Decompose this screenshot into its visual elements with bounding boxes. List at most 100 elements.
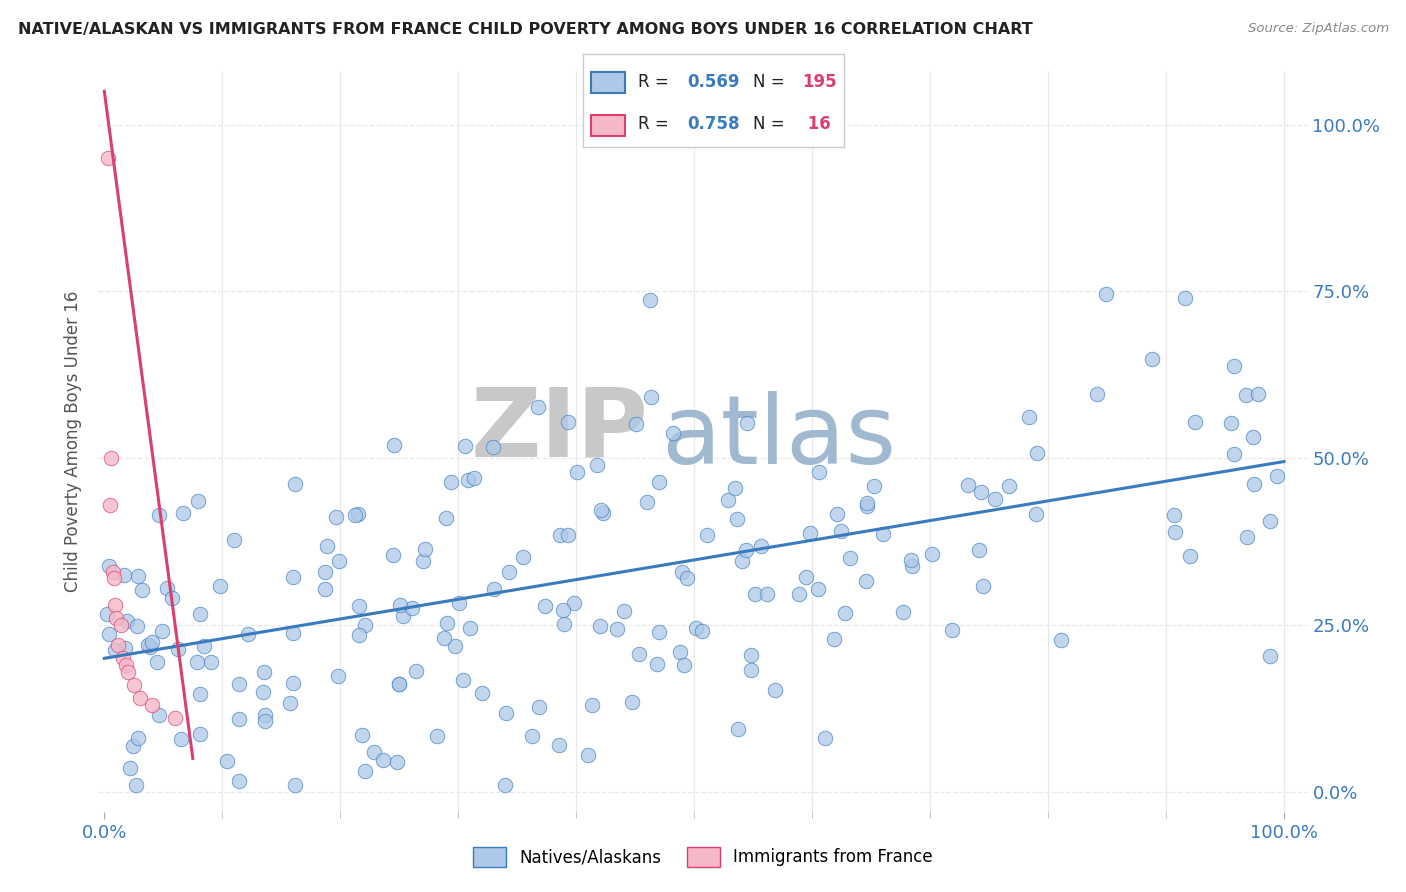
Point xyxy=(557,528,579,542)
Point xyxy=(463,471,485,485)
Point xyxy=(103,571,125,585)
Point xyxy=(724,481,747,495)
Point xyxy=(344,508,367,523)
Point xyxy=(253,714,276,729)
Point xyxy=(998,479,1021,493)
Point xyxy=(512,549,534,564)
Point xyxy=(315,539,337,553)
Point xyxy=(388,677,411,691)
Point xyxy=(690,624,713,638)
Point xyxy=(439,475,461,489)
Point xyxy=(165,711,187,725)
Point xyxy=(458,621,481,635)
Point xyxy=(325,510,347,524)
Point xyxy=(444,639,467,653)
Point xyxy=(347,599,370,613)
Point xyxy=(141,635,163,649)
Point xyxy=(789,587,811,601)
Point xyxy=(855,496,877,510)
Point xyxy=(527,401,550,415)
Point xyxy=(872,527,894,541)
Point xyxy=(671,565,693,579)
Point xyxy=(1222,447,1244,461)
Point xyxy=(1164,525,1187,540)
Point xyxy=(1095,287,1118,301)
Point xyxy=(520,729,543,743)
Point xyxy=(591,503,613,517)
Point xyxy=(433,631,456,645)
Point xyxy=(387,755,409,769)
Point xyxy=(1184,415,1206,429)
Point xyxy=(156,582,179,596)
Point xyxy=(941,623,963,637)
Point xyxy=(740,648,762,663)
Point xyxy=(104,598,127,612)
Point xyxy=(228,712,250,726)
Point xyxy=(104,642,127,657)
Text: ZIP: ZIP xyxy=(471,384,648,477)
Point xyxy=(548,738,571,752)
Point xyxy=(436,615,458,630)
Point xyxy=(172,506,194,520)
Point xyxy=(901,558,924,573)
Point xyxy=(676,571,699,585)
Point xyxy=(136,638,159,652)
Point xyxy=(200,655,222,669)
Point xyxy=(284,778,307,792)
Point xyxy=(454,439,477,453)
FancyBboxPatch shape xyxy=(592,115,626,136)
Point xyxy=(970,484,993,499)
Point xyxy=(120,762,142,776)
Point xyxy=(188,727,211,741)
Point xyxy=(112,567,135,582)
Point xyxy=(956,478,979,492)
Point xyxy=(1220,417,1243,431)
Point xyxy=(1049,632,1071,647)
Point xyxy=(127,731,149,746)
Point xyxy=(434,511,457,525)
Point xyxy=(98,498,121,512)
Point xyxy=(314,582,336,597)
Point xyxy=(124,778,146,792)
Text: R =: R = xyxy=(638,72,673,91)
Point xyxy=(217,754,239,768)
Point xyxy=(382,437,405,451)
Point xyxy=(972,579,994,593)
Point xyxy=(725,511,748,525)
Text: 0.758: 0.758 xyxy=(688,115,740,133)
Text: N =: N = xyxy=(752,115,789,133)
Text: NATIVE/ALASKAN VS IMMIGRANTS FROM FRANCE CHILD POVERTY AMONG BOYS UNDER 16 CORRE: NATIVE/ALASKAN VS IMMIGRANTS FROM FRANCE… xyxy=(18,22,1033,37)
Point xyxy=(170,732,193,747)
Point xyxy=(236,627,259,641)
Point xyxy=(1025,446,1047,460)
Point xyxy=(624,417,647,432)
Text: Source: ZipAtlas.com: Source: ZipAtlas.com xyxy=(1249,22,1389,36)
Point xyxy=(685,621,707,635)
Point xyxy=(326,669,349,683)
Point xyxy=(187,494,209,508)
Point xyxy=(830,524,852,539)
Point xyxy=(115,615,138,629)
Point xyxy=(1247,387,1270,401)
Point xyxy=(863,479,886,493)
Point xyxy=(101,565,124,579)
Text: N =: N = xyxy=(752,72,789,91)
Point xyxy=(727,723,749,737)
Point xyxy=(128,691,150,706)
Legend: Natives/Alaskans, Immigrants from France: Natives/Alaskans, Immigrants from France xyxy=(467,840,939,874)
Point xyxy=(389,598,412,612)
Point xyxy=(551,603,574,617)
Point xyxy=(253,665,276,680)
Point xyxy=(731,554,754,568)
Point xyxy=(222,533,245,547)
Point xyxy=(253,708,276,723)
Point xyxy=(193,640,215,654)
Point xyxy=(145,655,167,669)
Point xyxy=(606,622,628,636)
Point xyxy=(557,415,579,429)
Point xyxy=(110,618,132,632)
Point xyxy=(160,591,183,606)
Point xyxy=(527,700,550,714)
Point xyxy=(834,607,856,621)
Point xyxy=(138,640,160,654)
